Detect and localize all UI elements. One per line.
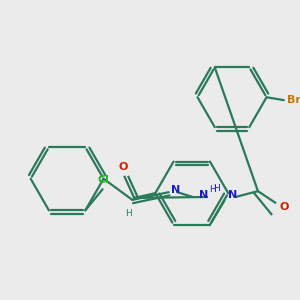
Text: N: N — [200, 190, 209, 200]
Text: H: H — [209, 185, 216, 194]
Text: H: H — [213, 184, 220, 193]
Text: O: O — [118, 162, 128, 172]
Text: Br: Br — [287, 95, 300, 105]
Text: O: O — [279, 202, 288, 212]
Text: N: N — [171, 185, 180, 195]
Text: Cl: Cl — [98, 176, 110, 185]
Text: H: H — [125, 209, 132, 218]
Text: N: N — [228, 190, 237, 200]
